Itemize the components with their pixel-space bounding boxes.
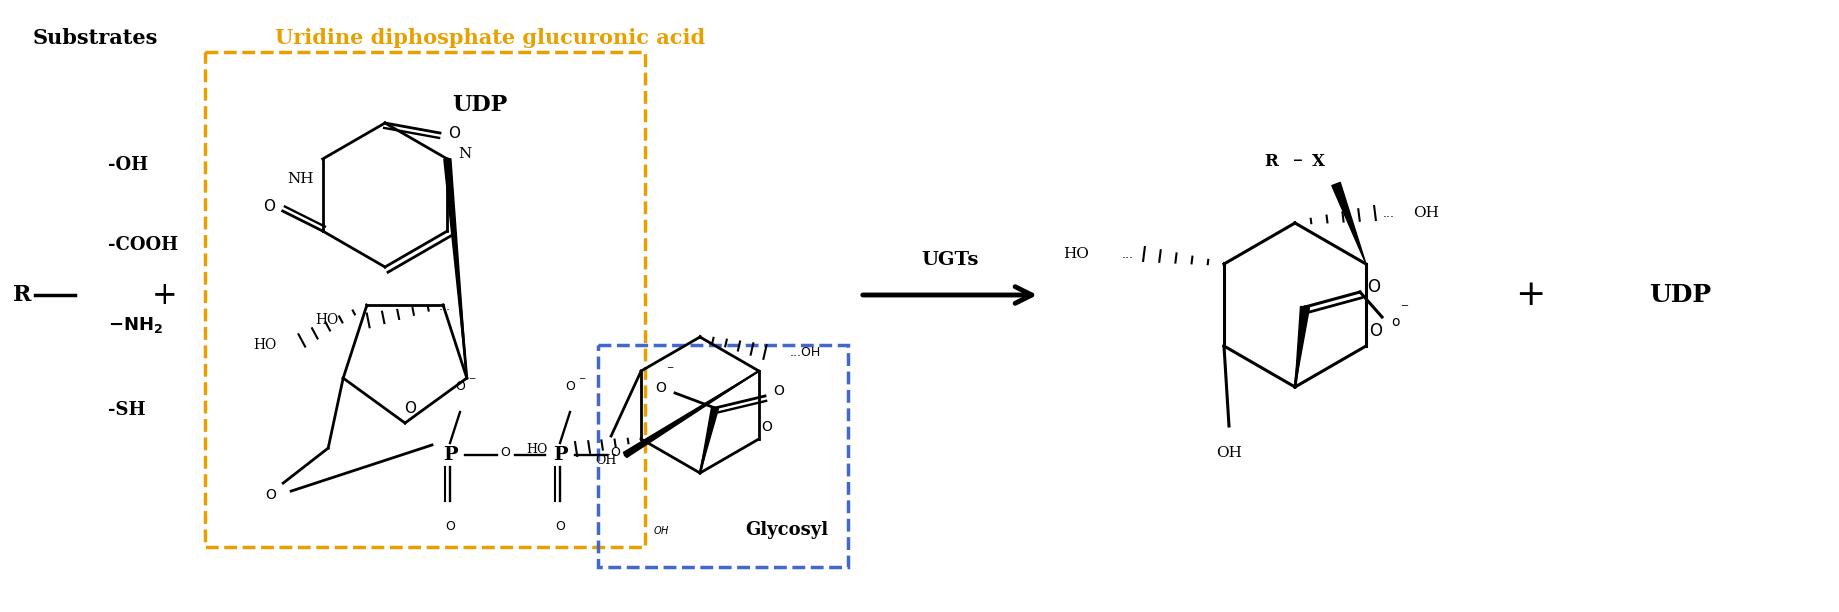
Text: $_{OH}$: $_{OH}$ — [653, 523, 669, 537]
Text: R: R — [13, 284, 31, 306]
Text: HO: HO — [1063, 247, 1089, 261]
Text: $\mathbf{-NH_2}$: $\mathbf{-NH_2}$ — [109, 315, 164, 335]
Text: $^-$: $^-$ — [664, 365, 675, 378]
Text: O: O — [500, 446, 509, 458]
Text: +: + — [1513, 278, 1545, 312]
Polygon shape — [623, 371, 758, 458]
Text: O: O — [555, 520, 565, 534]
Text: O: O — [772, 384, 783, 398]
Bar — [598, 345, 848, 567]
Text: O: O — [405, 400, 416, 416]
Text: OH: OH — [1412, 206, 1438, 220]
Text: HO: HO — [314, 313, 338, 327]
Text: P: P — [443, 446, 458, 464]
Text: ...OH: ...OH — [789, 346, 820, 359]
Text: O: O — [447, 125, 460, 141]
Text: $^-$: $^-$ — [467, 376, 476, 389]
Text: N: N — [458, 147, 473, 161]
Text: O: O — [611, 446, 620, 458]
Text: O: O — [1368, 322, 1381, 340]
Text: HO: HO — [526, 442, 548, 455]
Text: $^-$: $^-$ — [1398, 302, 1409, 316]
Text: +: + — [153, 280, 178, 310]
Text: OH: OH — [1216, 446, 1241, 460]
Text: O: O — [263, 198, 274, 214]
Text: o: o — [1390, 315, 1399, 329]
Text: O: O — [454, 379, 465, 392]
Text: -COOH: -COOH — [109, 236, 178, 254]
Polygon shape — [699, 407, 717, 473]
Text: P: P — [552, 446, 566, 464]
Text: O: O — [761, 420, 772, 434]
Text: OH: OH — [596, 454, 616, 467]
Text: O: O — [445, 520, 454, 534]
Text: Uridine diphosphate glucuronic acid: Uridine diphosphate glucuronic acid — [274, 28, 704, 48]
Text: -SH: -SH — [109, 401, 145, 419]
Text: O: O — [1366, 278, 1379, 296]
Text: ...: ... — [1383, 206, 1394, 220]
Text: R: R — [1263, 153, 1278, 170]
Text: Glycosyl: Glycosyl — [745, 521, 828, 539]
Text: X: X — [1311, 153, 1324, 170]
Polygon shape — [1331, 182, 1365, 264]
Text: -OH: -OH — [109, 156, 149, 174]
Text: NH: NH — [287, 172, 314, 186]
Text: $^-$: $^-$ — [577, 376, 587, 389]
Text: HO: HO — [254, 338, 276, 353]
Text: ...: ... — [438, 300, 451, 313]
Text: UDP: UDP — [452, 94, 508, 116]
Text: ...: ... — [1122, 247, 1133, 261]
Text: O: O — [265, 488, 276, 502]
Polygon shape — [443, 159, 467, 378]
Text: O: O — [565, 379, 574, 392]
Text: UDP: UDP — [1648, 283, 1710, 307]
Polygon shape — [1295, 307, 1309, 387]
Text: UGTs: UGTs — [921, 251, 978, 269]
Text: Substrates: Substrates — [33, 28, 158, 48]
Bar — [204, 52, 645, 547]
Text: O: O — [655, 381, 666, 395]
Text: –: – — [1293, 151, 1302, 170]
